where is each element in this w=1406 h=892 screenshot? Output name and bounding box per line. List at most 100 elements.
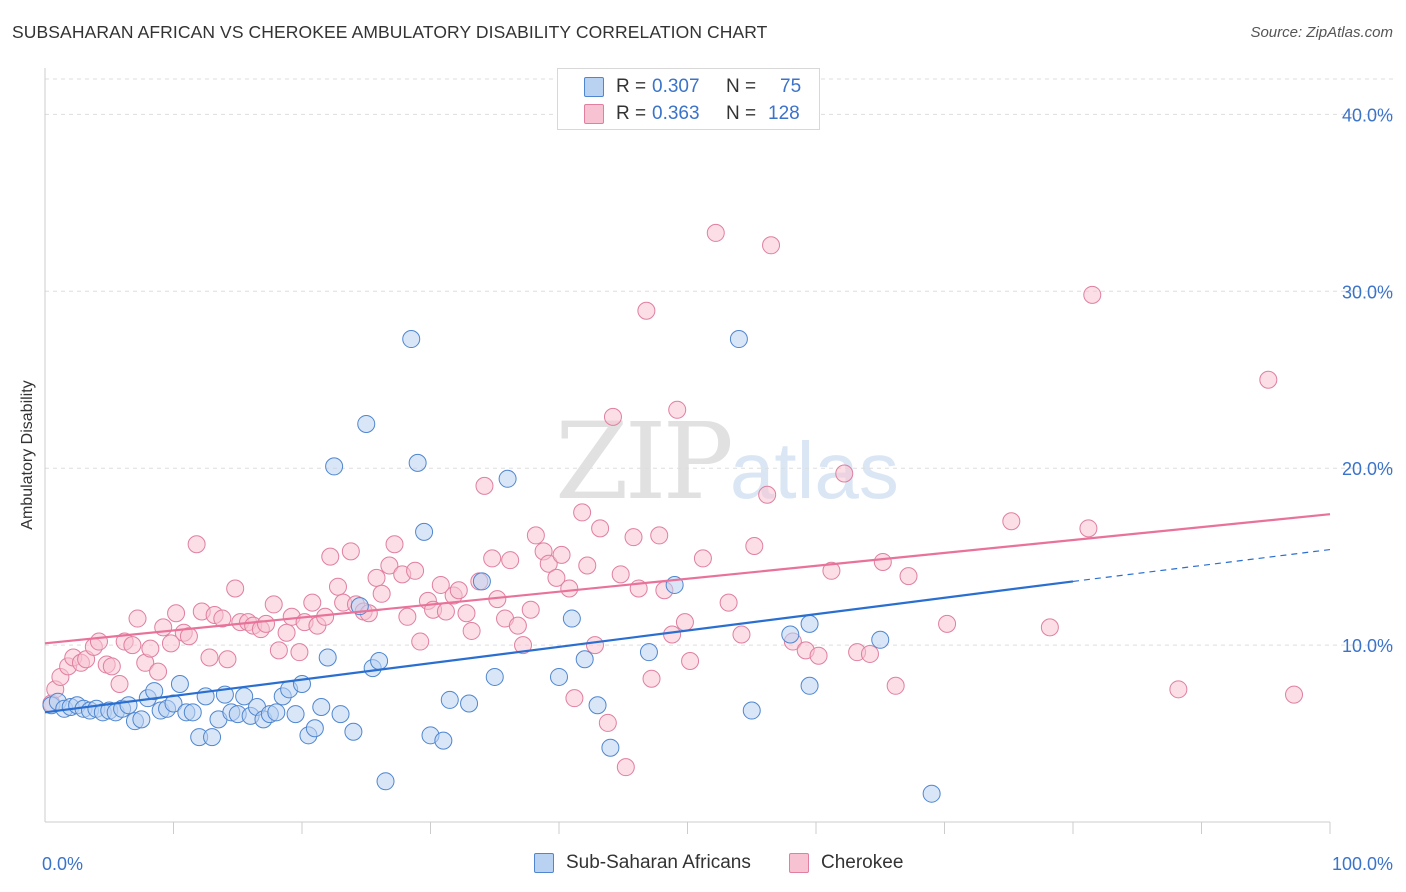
point-cherokee	[501, 551, 520, 570]
point-cherokee	[372, 584, 391, 603]
watermark-zip: ZIP	[555, 400, 734, 523]
point-cherokee	[475, 476, 494, 495]
point-cherokee	[1040, 618, 1059, 637]
point-cherokee	[514, 636, 533, 655]
point-cherokee	[154, 618, 173, 637]
point-cherokee	[290, 643, 309, 662]
point-cherokee	[758, 485, 777, 504]
legend-swatch-blue	[534, 853, 554, 873]
chart-title: SUBSAHARAN AFRICAN VS CHEROKEE AMBULATOR…	[12, 22, 768, 42]
series-legend: Sub-Saharan Africans Cherokee	[0, 852, 1406, 878]
point-cherokee	[179, 627, 198, 646]
point-cherokee	[226, 579, 245, 598]
point-cherokee	[1169, 680, 1188, 699]
point-subsaharan	[119, 696, 138, 715]
point-cherokee	[565, 689, 584, 708]
point-subsaharan	[460, 694, 479, 713]
point-cherokee	[141, 639, 160, 658]
trendline-subsaharan	[44, 580, 1074, 714]
point-cherokee	[899, 567, 918, 586]
point-cherokee	[860, 644, 879, 663]
point-cherokee	[809, 646, 828, 665]
point-cherokee	[128, 609, 147, 628]
legend-item-cherokee: Cherokee	[789, 852, 903, 874]
point-cherokee	[1079, 519, 1098, 538]
point-subsaharan	[267, 703, 286, 722]
point-subsaharan	[408, 453, 427, 472]
point-cherokee	[218, 650, 237, 669]
point-subsaharan	[440, 690, 459, 709]
point-cherokee	[706, 223, 725, 242]
point-cherokee	[406, 561, 425, 580]
point-cherokee	[457, 604, 476, 623]
point-cherokee	[123, 636, 142, 655]
x-tick-label-start: 0.0%	[42, 854, 83, 874]
point-cherokee	[822, 561, 841, 580]
point-cherokee	[616, 758, 635, 777]
x-tick-label-end: 100.0%	[1332, 854, 1393, 874]
point-subsaharan	[357, 414, 376, 433]
point-subsaharan	[781, 625, 800, 644]
point-cherokee	[873, 552, 892, 571]
point-cherokee	[1002, 512, 1021, 531]
point-cherokee	[436, 602, 455, 621]
point-cherokee	[462, 621, 481, 640]
point-cherokee	[328, 577, 347, 596]
point-cherokee	[745, 537, 764, 556]
legend-row-subsaharan: R = 0.307 N = 75	[584, 76, 801, 98]
point-cherokee	[1083, 285, 1102, 304]
point-cherokee	[603, 407, 622, 426]
point-subsaharan	[871, 630, 890, 649]
point-subsaharan	[132, 710, 151, 729]
point-cherokee	[521, 600, 540, 619]
point-subsaharan	[588, 696, 607, 715]
point-cherokee	[598, 713, 617, 732]
point-cherokee	[269, 641, 288, 660]
point-cherokee	[693, 549, 712, 568]
point-subsaharan	[498, 469, 517, 488]
point-cherokee	[624, 528, 643, 547]
legend-n-label: N =	[726, 103, 757, 124]
point-cherokee	[213, 609, 232, 628]
point-cherokee	[650, 526, 669, 545]
point-subsaharan	[183, 703, 202, 722]
point-cherokee	[547, 568, 566, 587]
point-subsaharan	[601, 738, 620, 757]
point-cherokee	[762, 236, 781, 255]
point-cherokee	[161, 634, 180, 653]
point-cherokee	[200, 648, 219, 667]
point-cherokee	[411, 632, 430, 651]
point-subsaharan	[729, 330, 748, 349]
point-subsaharan	[325, 457, 344, 476]
point-subsaharan	[312, 698, 331, 717]
legend-row-cherokee: R = 0.363 N = 128	[584, 103, 800, 125]
watermark: ZIPatlas	[555, 400, 899, 523]
point-subsaharan	[145, 682, 164, 701]
y-tick-label: 10.0%	[1342, 636, 1393, 656]
y-tick-label: 40.0%	[1342, 105, 1393, 125]
point-cherokee	[321, 547, 340, 566]
point-subsaharan	[331, 705, 350, 724]
point-cherokee	[1285, 685, 1304, 704]
point-subsaharan	[434, 731, 453, 750]
correlation-legend: R = 0.307 N = 75 R = 0.363 N = 128	[557, 68, 820, 130]
legend-n-value: 75	[780, 76, 802, 97]
trendline-subsaharan-extension	[1072, 548, 1331, 583]
legend-n-value: 128	[768, 103, 800, 124]
point-cherokee	[938, 614, 957, 633]
legend-r-label: R =	[616, 76, 647, 97]
point-cherokee	[187, 535, 206, 554]
point-cherokee	[102, 657, 121, 676]
point-cherokee	[526, 526, 545, 545]
point-subsaharan	[286, 705, 305, 724]
point-cherokee	[431, 575, 450, 594]
point-cherokee	[642, 669, 661, 688]
legend-r-value: 0.307	[652, 76, 700, 97]
point-subsaharan	[203, 728, 222, 747]
point-cherokee	[675, 613, 694, 632]
point-subsaharan	[742, 701, 761, 720]
point-cherokee	[611, 565, 630, 584]
legend-swatch-pink	[584, 104, 604, 124]
point-cherokee	[637, 301, 656, 320]
point-cherokee	[149, 662, 168, 681]
